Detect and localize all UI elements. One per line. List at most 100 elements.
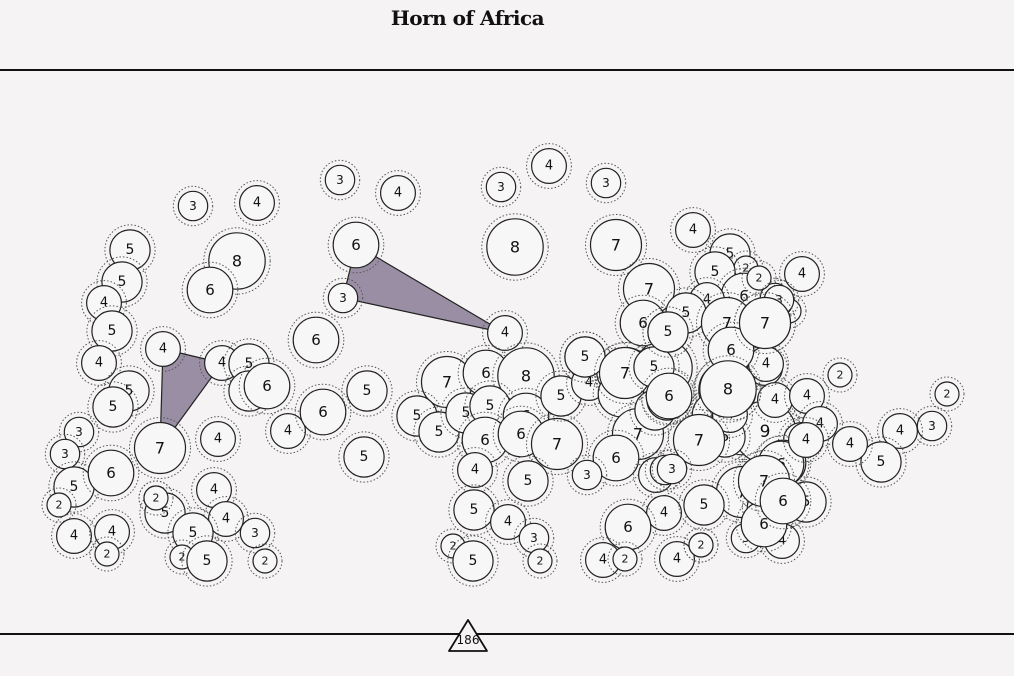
node-n19[interactable]: 6 xyxy=(82,444,140,502)
node-circle[interactable] xyxy=(186,540,228,582)
node-n143[interactable]: 2 xyxy=(741,260,777,296)
node-n18[interactable]: 2 xyxy=(89,536,125,572)
node-n153[interactable]: 6 xyxy=(754,472,812,530)
node-circle[interactable] xyxy=(143,485,169,511)
node-n12[interactable]: 3 xyxy=(58,411,100,453)
node-circle[interactable] xyxy=(87,449,135,497)
node-n119[interactable]: 5 xyxy=(678,479,730,531)
node-n32[interactable]: 5 xyxy=(181,535,233,587)
node-n36[interactable]: 4 xyxy=(375,170,421,216)
node-n34[interactable]: 2 xyxy=(247,543,283,579)
node-n148[interactable]: 8 xyxy=(694,355,762,423)
node-n46[interactable]: 8 xyxy=(481,213,549,281)
node-circle[interactable] xyxy=(827,362,853,388)
node-circle[interactable] xyxy=(55,517,92,554)
node-circle[interactable] xyxy=(746,265,772,291)
node-n127[interactable]: 2 xyxy=(607,541,643,577)
node-n35[interactable]: 3 xyxy=(319,159,361,201)
node-n-e[interactable]: 3 xyxy=(322,277,364,319)
node-circle[interactable] xyxy=(239,517,271,549)
node-n111[interactable]: 2 xyxy=(822,357,858,393)
link-wedge-1[interactable] xyxy=(159,348,223,449)
node-circle[interactable] xyxy=(177,190,209,222)
node-circle[interactable] xyxy=(530,148,567,185)
node-n145[interactable]: 5 xyxy=(642,306,694,358)
node-n63[interactable]: 4 xyxy=(485,499,531,545)
node-n149[interactable]: 6 xyxy=(640,367,698,425)
node-circle[interactable] xyxy=(589,218,643,272)
node-n152[interactable]: 4 xyxy=(783,417,829,463)
node-circle[interactable] xyxy=(881,413,918,450)
node-n09[interactable]: 4 xyxy=(76,340,122,386)
node-circle[interactable] xyxy=(63,416,95,448)
node-n16[interactable]: 4 xyxy=(51,513,97,559)
node-circle[interactable] xyxy=(674,212,711,249)
node-circle[interactable] xyxy=(243,362,291,410)
node-circle[interactable] xyxy=(530,417,584,471)
node-n133[interactable]: 2 xyxy=(683,527,719,563)
node-circle[interactable] xyxy=(133,421,187,475)
node-n33[interactable]: 3 xyxy=(234,512,276,554)
node-circle[interactable] xyxy=(299,388,347,436)
node-circle[interactable] xyxy=(145,331,182,368)
node-n01[interactable]: 3 xyxy=(172,185,214,227)
node-n42[interactable]: 5 xyxy=(341,365,393,417)
node-circle[interactable] xyxy=(783,256,820,293)
node-n02[interactable]: 4 xyxy=(234,180,280,226)
node-n-b[interactable]: 7 xyxy=(129,417,191,479)
node-n113[interactable]: 3 xyxy=(911,405,953,447)
node-n44[interactable]: 3 xyxy=(480,166,522,208)
node-circle[interactable] xyxy=(452,540,494,582)
node-n66[interactable]: 5 xyxy=(447,535,499,587)
link-wedge-2[interactable] xyxy=(342,244,506,334)
node-circle[interactable] xyxy=(292,316,340,364)
node-n-a[interactable]: 4 xyxy=(140,326,186,372)
node-n69[interactable]: 7 xyxy=(585,214,647,276)
node-circle[interactable] xyxy=(343,436,385,478)
node-n67[interactable]: 2 xyxy=(522,543,558,579)
node-circle[interactable] xyxy=(683,484,725,526)
node-circle[interactable] xyxy=(699,360,757,418)
node-n45[interactable]: 4 xyxy=(526,143,572,189)
node-circle[interactable] xyxy=(688,532,714,558)
node-n129[interactable]: 2 xyxy=(138,480,174,516)
node-circle[interactable] xyxy=(592,434,640,482)
node-circle[interactable] xyxy=(200,421,237,458)
node-n60[interactable]: 4 xyxy=(452,447,498,493)
node-circle[interactable] xyxy=(346,370,388,412)
node-circle[interactable] xyxy=(759,477,807,525)
node-n112[interactable]: 2 xyxy=(929,376,965,412)
node-circle[interactable] xyxy=(327,282,359,314)
node-circle[interactable] xyxy=(916,410,948,442)
node-n11[interactable]: 5 xyxy=(87,381,139,433)
node-circle[interactable] xyxy=(738,296,792,350)
node-circle[interactable] xyxy=(485,171,517,203)
node-circle[interactable] xyxy=(658,540,695,577)
node-n68[interactable]: 3 xyxy=(585,162,627,204)
node-circle[interactable] xyxy=(186,266,234,314)
node-n88[interactable]: 4 xyxy=(654,536,700,582)
node-circle[interactable] xyxy=(672,413,726,467)
node-circle[interactable] xyxy=(656,453,688,485)
node-circle[interactable] xyxy=(46,492,72,518)
node-n146[interactable]: 7 xyxy=(734,292,796,354)
node-circle[interactable] xyxy=(787,422,824,459)
node-n62[interactable]: 5 xyxy=(448,484,500,536)
node-circle[interactable] xyxy=(80,345,117,382)
node-n39[interactable]: 6 xyxy=(287,311,345,369)
node-n114[interactable]: 4 xyxy=(877,408,923,454)
node-n-d[interactable]: 6 xyxy=(327,216,385,274)
node-circle[interactable] xyxy=(324,164,356,196)
node-n58[interactable]: 7 xyxy=(526,413,588,475)
node-circle[interactable] xyxy=(486,218,544,276)
node-circle[interactable] xyxy=(239,185,276,222)
node-n04[interactable]: 6 xyxy=(181,261,239,319)
node-circle[interactable] xyxy=(934,381,960,407)
node-n43[interactable]: 5 xyxy=(338,431,390,483)
node-n-f[interactable]: 4 xyxy=(482,310,528,356)
node-n24[interactable]: 6 xyxy=(238,357,296,415)
node-circle[interactable] xyxy=(270,413,307,450)
node-circle[interactable] xyxy=(453,489,495,531)
node-circle[interactable] xyxy=(94,541,120,567)
node-circle[interactable] xyxy=(380,175,417,212)
